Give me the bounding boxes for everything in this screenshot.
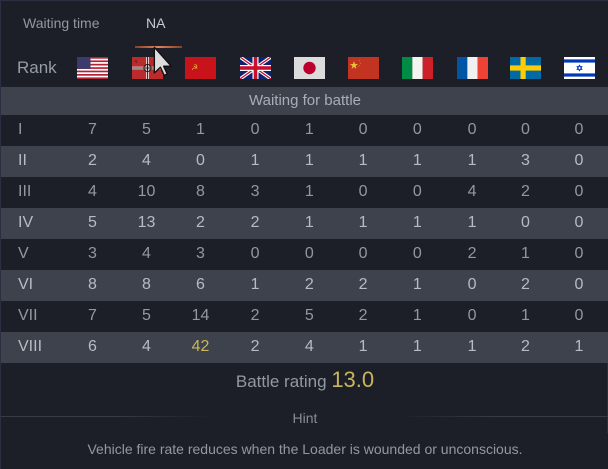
- svg-text:☭: ☭: [191, 63, 198, 72]
